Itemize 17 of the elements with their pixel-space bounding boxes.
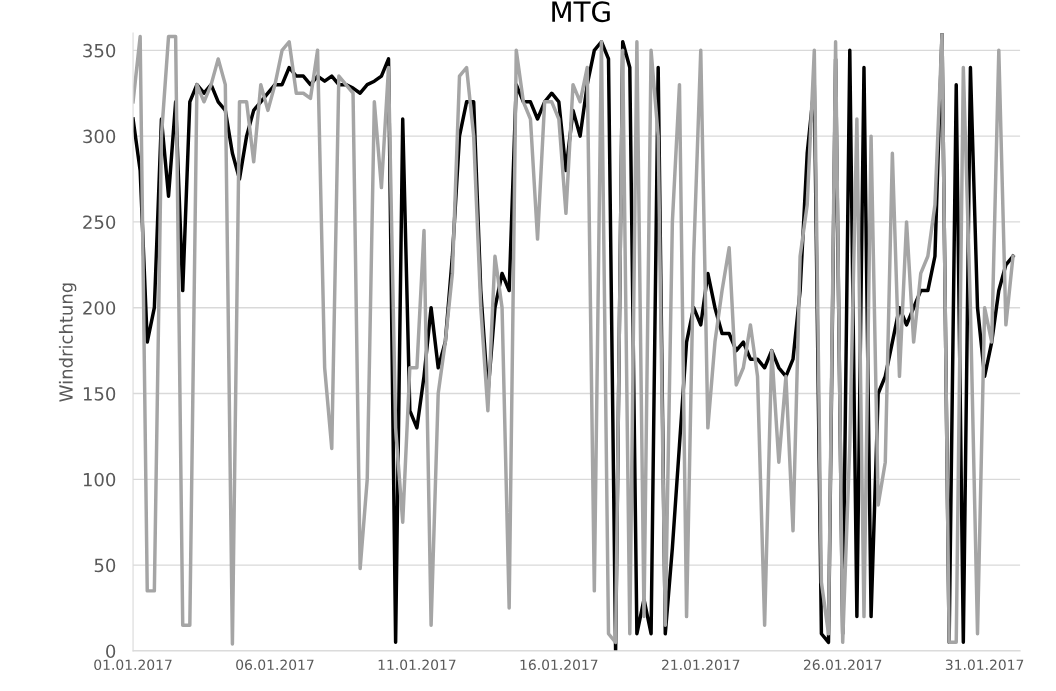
y-tick-label: 50 [94,558,116,573]
y-tick-label: 350 [83,43,116,58]
y-tick-label: 300 [83,129,116,144]
x-tick-label: 31.01.2017 [945,659,1024,671]
y-tick-label: 100 [83,472,116,487]
x-tick-label: 16.01.2017 [520,659,598,671]
y-tick-label: 150 [83,386,116,401]
y-tick-label: 250 [83,215,116,230]
y-tick-label: 0 [106,644,116,659]
x-tick-label: 06.01.2017 [236,659,314,671]
x-tick-label: 01.01.2017 [94,659,172,671]
chart-title: MTG [552,1,610,23]
x-tick-label: 26.01.2017 [803,659,882,671]
y-tick-label: 200 [83,301,116,315]
y-axis-title: Windrichtung [58,283,77,402]
x-tick-label: 11.01.2017 [378,659,456,671]
x-tick-label: 21.01.2017 [662,659,740,671]
